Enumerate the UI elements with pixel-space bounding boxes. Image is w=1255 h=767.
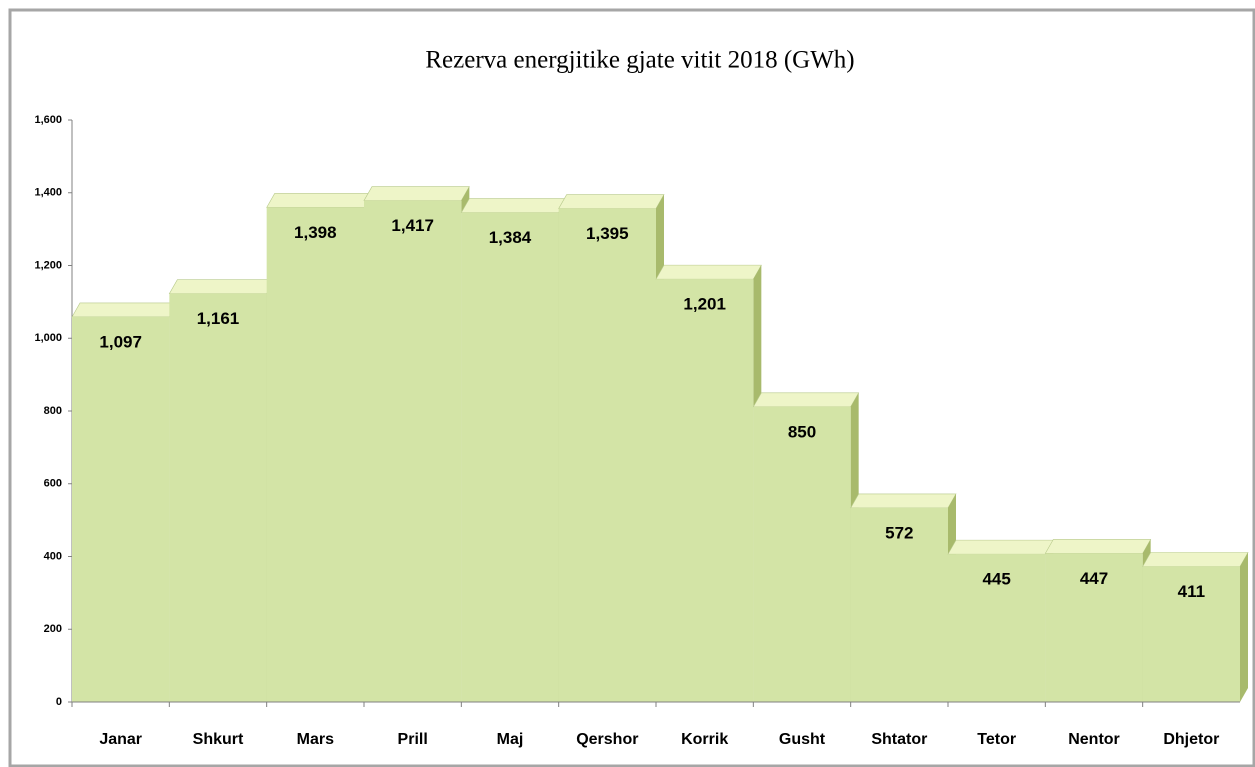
x-tick-label: Mars <box>297 731 334 748</box>
data-label: 850 <box>788 422 816 441</box>
chart-title: Rezerva energjitike gjate vitit 2018 (GW… <box>425 47 854 74</box>
x-tick-label: Dhjetor <box>1163 731 1219 748</box>
bar <box>266 207 364 703</box>
data-label: 1,417 <box>391 216 434 235</box>
y-tick-label: 600 <box>44 478 62 490</box>
x-tick-label: Tetor <box>977 731 1016 748</box>
data-label: 447 <box>1080 569 1108 588</box>
data-label: 411 <box>1178 582 1205 601</box>
x-tick-label: Shkurt <box>193 731 244 748</box>
bar <box>169 293 267 702</box>
data-label: 572 <box>885 523 913 542</box>
data-label: 445 <box>982 570 1010 589</box>
x-tick-label: Korrik <box>681 731 728 748</box>
y-tick-label: 200 <box>44 623 62 635</box>
bar <box>1142 566 1240 702</box>
y-tick-label: 1,000 <box>34 332 62 344</box>
bar <box>72 316 170 702</box>
bar-top <box>947 539 1054 555</box>
bar <box>948 554 1046 702</box>
x-tick-label: Nentor <box>1068 731 1120 748</box>
x-tick-label: Qershor <box>576 731 638 748</box>
bar-top <box>363 186 470 201</box>
bar-top <box>850 493 957 509</box>
bar <box>1045 553 1143 702</box>
x-tick-label: Shtator <box>871 731 927 748</box>
bar-top <box>655 264 762 280</box>
y-tick-label: 1,600 <box>34 114 62 126</box>
data-label: 1,201 <box>683 295 726 314</box>
bar-top <box>460 198 568 213</box>
data-label: 1,161 <box>197 309 240 328</box>
bar <box>656 279 754 702</box>
bar-top <box>1142 552 1249 567</box>
bar-side <box>1240 552 1248 702</box>
x-tick-label: Maj <box>497 731 524 748</box>
data-label: 1,384 <box>489 228 532 247</box>
bar <box>461 212 559 702</box>
bar <box>850 507 948 702</box>
x-tick-label: Janar <box>99 731 142 748</box>
bar-top <box>71 302 178 318</box>
bar <box>558 208 656 702</box>
y-tick-label: 800 <box>44 405 62 417</box>
data-label: 1,395 <box>586 224 629 243</box>
bar-top <box>266 193 373 208</box>
bar-top <box>1044 539 1152 554</box>
data-label: 1,398 <box>294 223 337 242</box>
y-tick-label: 1,400 <box>34 187 62 199</box>
bar-top <box>558 194 665 209</box>
data-label: 1,097 <box>99 332 142 351</box>
x-tick-label: Gusht <box>779 731 826 748</box>
y-tick-label: 400 <box>44 550 62 562</box>
bar-top <box>168 279 276 294</box>
y-tick-label: 0 <box>56 696 62 708</box>
bar <box>753 406 851 702</box>
y-tick-label: 1,200 <box>34 259 62 271</box>
x-tick-label: Prill <box>398 731 428 748</box>
bar <box>364 200 462 702</box>
bar-top <box>752 392 860 408</box>
